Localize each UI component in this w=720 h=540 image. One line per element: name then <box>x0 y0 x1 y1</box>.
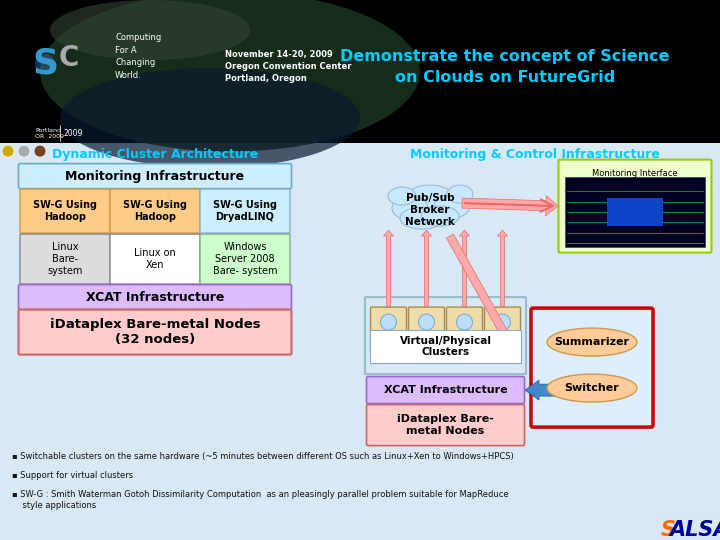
FancyBboxPatch shape <box>110 234 200 284</box>
FancyArrow shape <box>498 230 508 306</box>
Ellipse shape <box>404 185 456 215</box>
Text: S: S <box>660 520 675 540</box>
Ellipse shape <box>388 187 416 205</box>
Text: Computing
For A
Changing
World.: Computing For A Changing World. <box>115 33 161 80</box>
Circle shape <box>18 145 30 157</box>
FancyBboxPatch shape <box>371 307 407 353</box>
FancyArrow shape <box>384 230 394 306</box>
FancyBboxPatch shape <box>531 308 653 427</box>
Text: November 14-20, 2009
Oregon Convention Center
Portland, Oregon: November 14-20, 2009 Oregon Convention C… <box>225 50 351 83</box>
Text: Monitoring Infrastructure: Monitoring Infrastructure <box>66 170 245 183</box>
Ellipse shape <box>392 196 428 220</box>
Circle shape <box>456 314 472 330</box>
FancyBboxPatch shape <box>366 404 524 445</box>
FancyBboxPatch shape <box>485 307 521 353</box>
Text: ALSA: ALSA <box>670 520 720 540</box>
Circle shape <box>35 53 55 73</box>
Text: SW-G Using
Hadoop: SW-G Using Hadoop <box>123 200 187 222</box>
Text: ▪ SW-G : Smith Waterman Gotoh Dissimilarity Computation  as an pleasingly parall: ▪ SW-G : Smith Waterman Gotoh Dissimilar… <box>12 490 508 510</box>
FancyArrow shape <box>462 195 558 215</box>
Bar <box>0 0 720 143</box>
Circle shape <box>380 314 397 330</box>
Ellipse shape <box>421 206 459 226</box>
Circle shape <box>418 314 434 330</box>
Text: Demonstrate the concept of Science
on Clouds on FutureGrid: Demonstrate the concept of Science on Cl… <box>341 49 670 85</box>
Text: Windows
Server 2008
Bare- system: Windows Server 2008 Bare- system <box>212 242 277 276</box>
FancyBboxPatch shape <box>19 285 292 309</box>
Text: Dynamic Cluster Architecture: Dynamic Cluster Architecture <box>52 148 258 161</box>
Circle shape <box>2 145 14 157</box>
FancyBboxPatch shape <box>446 307 482 353</box>
Text: C: C <box>59 44 79 71</box>
Text: Linux on
Xen: Linux on Xen <box>134 248 176 270</box>
FancyArrow shape <box>421 230 431 306</box>
Text: Linux
Bare-
system: Linux Bare- system <box>48 242 83 276</box>
FancyBboxPatch shape <box>408 307 444 353</box>
Ellipse shape <box>547 374 637 402</box>
Text: SW-G Using
Hadoop: SW-G Using Hadoop <box>33 200 97 222</box>
Ellipse shape <box>447 185 473 203</box>
Circle shape <box>34 145 46 157</box>
Text: OR  2009: OR 2009 <box>35 134 64 139</box>
Text: 2009: 2009 <box>63 129 82 138</box>
Ellipse shape <box>547 328 637 356</box>
FancyBboxPatch shape <box>19 309 292 355</box>
Text: Virtual/Physical
Clusters: Virtual/Physical Clusters <box>400 336 492 357</box>
Text: Monitoring & Control Infrastructure: Monitoring & Control Infrastructure <box>410 148 660 161</box>
Text: S: S <box>32 46 58 80</box>
FancyArrow shape <box>525 380 575 400</box>
Circle shape <box>495 314 510 330</box>
FancyBboxPatch shape <box>366 376 524 403</box>
Text: Pub/Sub
Broker
Network: Pub/Sub Broker Network <box>405 193 455 227</box>
Text: Switcher: Switcher <box>564 383 619 393</box>
FancyBboxPatch shape <box>200 189 290 233</box>
Ellipse shape <box>400 207 444 229</box>
Text: XCAT Infrastructure: XCAT Infrastructure <box>86 291 224 303</box>
Bar <box>607 198 663 226</box>
Bar <box>370 330 521 363</box>
FancyBboxPatch shape <box>110 189 200 233</box>
Ellipse shape <box>40 0 420 152</box>
Text: ▪ Switchable clusters on the same hardware (~5 minutes between different OS such: ▪ Switchable clusters on the same hardwa… <box>12 452 514 461</box>
Text: ▪ Support for virtual clusters: ▪ Support for virtual clusters <box>12 471 133 480</box>
FancyArrow shape <box>459 230 469 306</box>
FancyBboxPatch shape <box>20 234 110 284</box>
Bar <box>565 177 705 247</box>
Text: iDataplex Bare-metal Nodes
(32 nodes): iDataplex Bare-metal Nodes (32 nodes) <box>50 318 261 346</box>
Text: Summarizer: Summarizer <box>554 337 629 347</box>
Ellipse shape <box>434 194 470 218</box>
FancyBboxPatch shape <box>20 189 110 233</box>
Text: SW-G Using
DryadLINQ: SW-G Using DryadLINQ <box>213 200 277 222</box>
FancyBboxPatch shape <box>559 160 711 253</box>
Text: Monitoring Interface: Monitoring Interface <box>592 169 678 178</box>
FancyBboxPatch shape <box>19 164 292 188</box>
Text: Portland: Portland <box>35 128 61 133</box>
FancyBboxPatch shape <box>200 234 290 284</box>
Ellipse shape <box>50 0 250 60</box>
Text: iDataplex Bare-
metal Nodes: iDataplex Bare- metal Nodes <box>397 414 494 436</box>
Text: XCAT Infrastructure: XCAT Infrastructure <box>384 385 508 395</box>
FancyArrow shape <box>446 234 520 358</box>
Bar <box>0 143 720 540</box>
Ellipse shape <box>60 68 360 168</box>
